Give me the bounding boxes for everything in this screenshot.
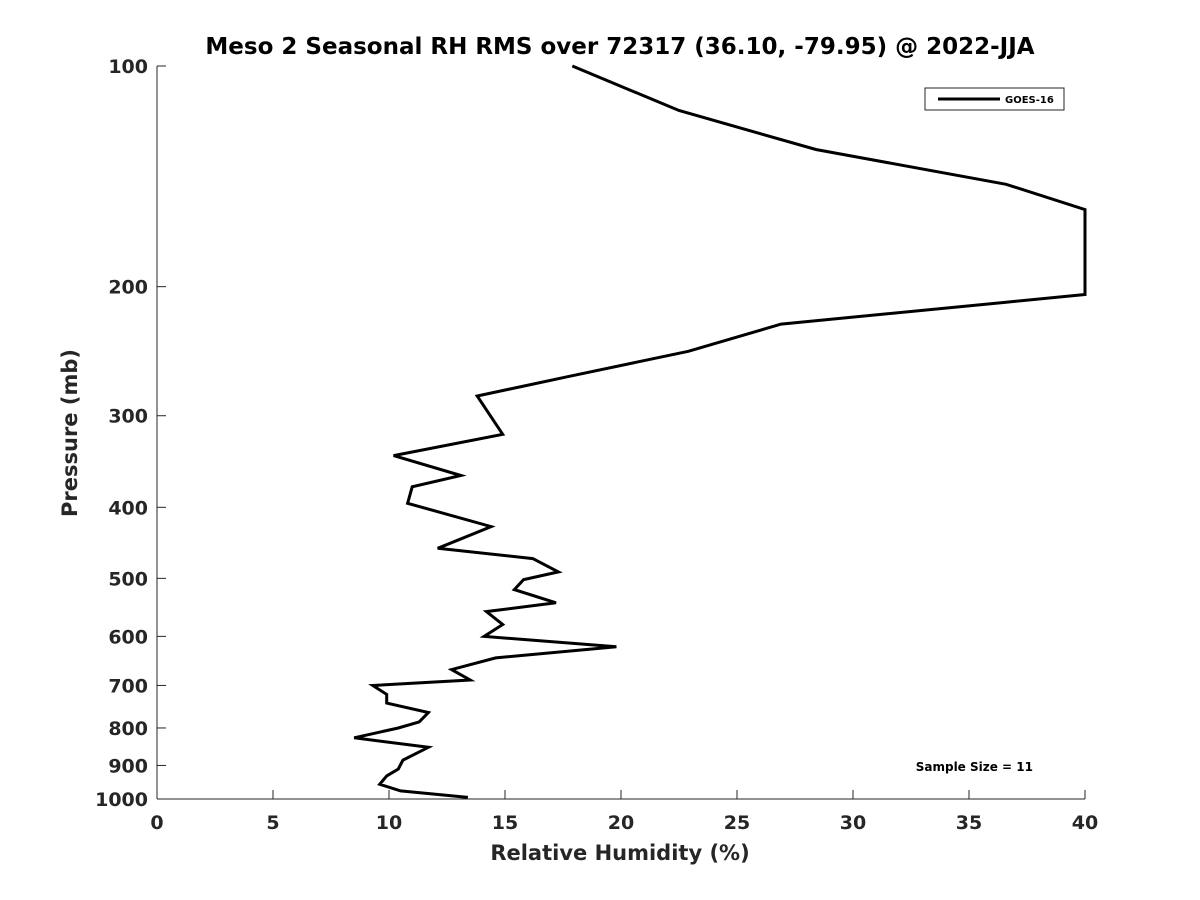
y-tick-label: 400 (108, 497, 148, 519)
y-tick-label: 100 (108, 56, 148, 78)
series-lines (353, 64, 1087, 799)
legend: GOES-16 (924, 87, 1065, 111)
sample-size-annotation: Sample Size = 11 (916, 760, 1033, 774)
y-tick-label: 900 (108, 755, 148, 777)
x-tick-label: 10 (376, 812, 402, 834)
y-tick-label: 800 (108, 718, 148, 740)
x-tick-label: 5 (266, 812, 279, 834)
x-tick-label: 15 (492, 812, 518, 834)
x-tick-label: 40 (1072, 812, 1098, 834)
x-axis-label: Relative Humidity (%) (490, 841, 749, 865)
x-tick-label: 0 (150, 812, 163, 834)
x-tick-label: 30 (840, 812, 866, 834)
y-tick-label: 700 (108, 675, 148, 697)
y-tick-label: 200 (108, 277, 148, 299)
axes (156, 66, 1085, 800)
y-tick-label: 500 (108, 568, 148, 590)
series-line-goes-16 (353, 64, 1087, 799)
y-tick-label: 1000 (95, 789, 148, 811)
y-tick-label: 300 (108, 406, 148, 428)
y-axis-label: Pressure (mb) (58, 349, 82, 517)
x-axis-ticks: 0 5 10 15 20 25 30 35 40 (150, 790, 1098, 834)
y-tick-label: 600 (108, 626, 148, 648)
x-tick-label: 20 (608, 812, 634, 834)
x-tick-label: 25 (724, 812, 750, 834)
y-axis-ticks: 100 200 300 400 500 600 700 800 900 1000 (95, 56, 166, 811)
legend-label-goes-16: GOES-16 (1005, 95, 1054, 106)
x-tick-label: 35 (956, 812, 982, 834)
chart-title: Meso 2 Seasonal RH RMS over 72317 (36.10… (205, 34, 1034, 60)
